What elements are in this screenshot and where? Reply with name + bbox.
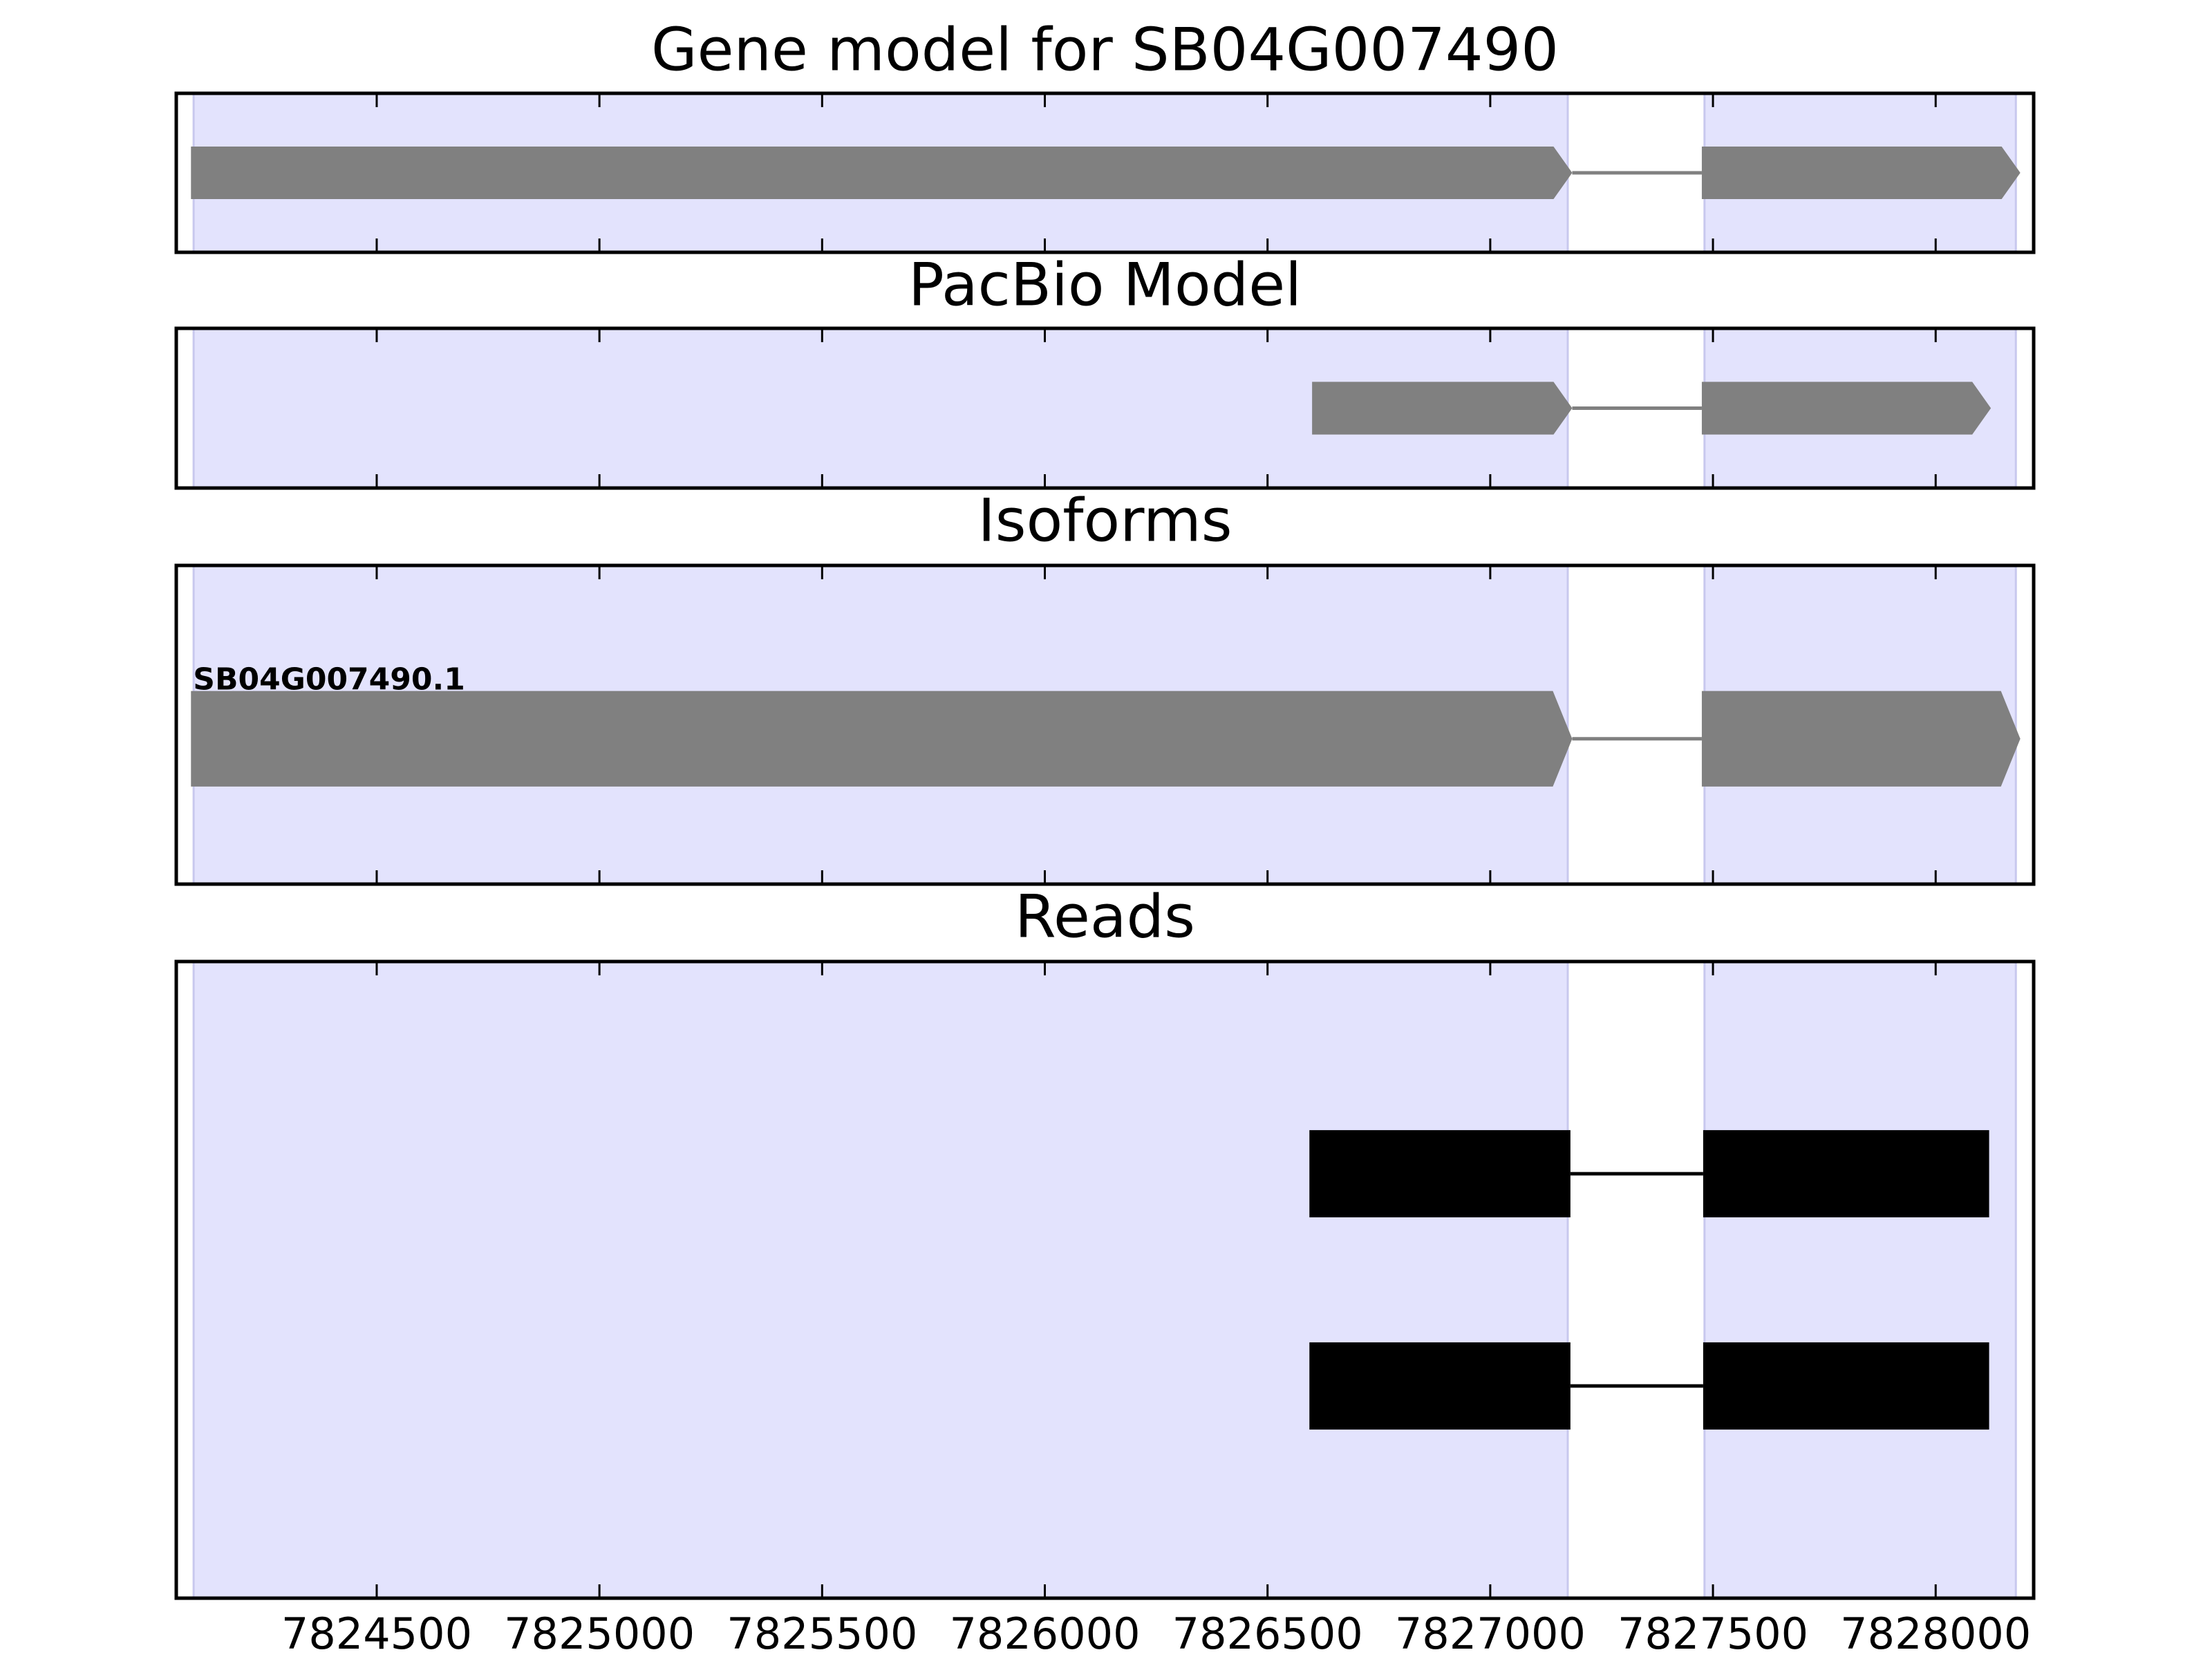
panel-title: Reads <box>1015 882 1195 951</box>
x-tick-label: 7826000 <box>949 1609 1140 1659</box>
x-tick-label: 7827500 <box>1618 1609 1808 1659</box>
x-tick-label: 7825500 <box>727 1609 917 1659</box>
panel-frame <box>174 563 2036 886</box>
exon <box>1703 1342 1989 1430</box>
x-tick-label: 7825000 <box>504 1609 695 1659</box>
exon <box>1312 382 1573 435</box>
panel-title: Isoforms <box>977 486 1232 555</box>
panel-title: Gene model for SB04G007490 <box>651 15 1559 84</box>
x-tick-label: 7828000 <box>1840 1609 2031 1659</box>
exon-region <box>1703 960 2017 1600</box>
panel-title: PacBio Model <box>908 250 1302 319</box>
panel-frame <box>174 91 2036 254</box>
exon <box>1309 1342 1571 1430</box>
exon <box>1309 1130 1571 1218</box>
panel-frame <box>174 959 2036 1600</box>
exon-region <box>192 960 1569 1600</box>
exon <box>1701 147 2021 199</box>
exon <box>191 691 1573 787</box>
panel-frame <box>174 326 2036 490</box>
exon <box>191 147 1573 199</box>
exon <box>1701 691 2021 787</box>
transcript-label: SB04G007490.1 <box>193 662 465 697</box>
x-tick-label: 7824500 <box>281 1609 472 1659</box>
x-tick-label: 7827000 <box>1395 1609 1586 1659</box>
exon <box>1701 382 1991 435</box>
exon <box>1703 1130 1989 1218</box>
x-tick-label: 7826500 <box>1172 1609 1363 1659</box>
